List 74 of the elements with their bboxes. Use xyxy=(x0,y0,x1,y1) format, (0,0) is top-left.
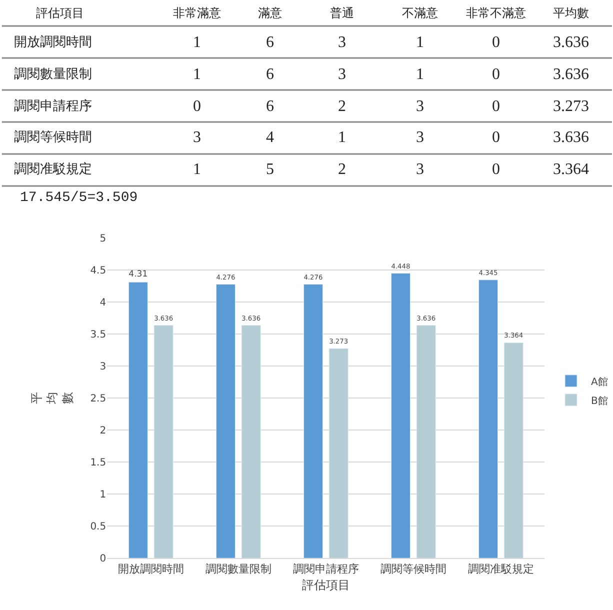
data-label: 2 xyxy=(338,98,346,115)
legend-label: A館 xyxy=(591,376,608,388)
x-axis-title: 評估項目 xyxy=(302,578,350,592)
y-tick-label: 5 xyxy=(100,233,106,244)
legend-label: B館 xyxy=(591,396,608,407)
data-label: 3.364 xyxy=(553,161,589,178)
data-label: 1 xyxy=(416,66,424,83)
data-label: 3.636 xyxy=(553,66,589,83)
y-tick-label: 4.5 xyxy=(90,265,106,276)
data-label: 6 xyxy=(266,98,274,115)
x-tick-label: 不滿意 xyxy=(402,6,438,20)
x-tick-label: 調閱等候時間 xyxy=(380,562,446,576)
bar xyxy=(328,348,348,558)
data-label: 0 xyxy=(492,34,500,51)
data-label: 1 xyxy=(193,34,201,51)
y-tick-label: 0 xyxy=(100,554,106,565)
data-label: 1 xyxy=(338,129,346,146)
data-label: 4.31 xyxy=(128,270,148,280)
bar xyxy=(154,325,174,558)
x-tick-label: 調閱申請程序 xyxy=(292,562,359,576)
x-tick-label: 調閱數量限制 xyxy=(205,562,272,576)
data-label: 3 xyxy=(416,129,424,146)
data-label: 0 xyxy=(492,66,500,83)
y-tick-label: 4 xyxy=(100,297,106,308)
data-label: 1 xyxy=(193,66,201,83)
y-axis-title: 平均數 xyxy=(29,392,74,406)
y-tick-label: 調閱准駁規定 xyxy=(14,162,92,177)
data-label: 2 xyxy=(338,161,346,178)
data-label: 3 xyxy=(338,34,346,51)
x-tick-label: 調閱准駁規定 xyxy=(468,562,534,576)
y-axis-title: 評估項目 xyxy=(36,6,84,20)
data-label: 3.636 xyxy=(553,34,589,51)
y-tick-label: 1.5 xyxy=(90,458,106,469)
x-tick-label: 普通 xyxy=(330,6,354,20)
bar xyxy=(303,284,323,558)
y-tick-label: 開放調閱時間 xyxy=(14,35,92,50)
data-label: 5 xyxy=(266,161,274,178)
y-tick-label: 2 xyxy=(100,426,106,437)
bar xyxy=(504,342,524,558)
x-tick-label: 平均數 xyxy=(553,6,589,20)
data-label: 3 xyxy=(193,129,201,146)
bar xyxy=(478,280,498,558)
bar xyxy=(216,284,236,558)
data-label: 6 xyxy=(266,34,274,51)
data-label: 0 xyxy=(193,98,201,115)
text: 17.545/5=3.509 xyxy=(20,190,138,206)
bar xyxy=(128,282,148,558)
x-tick-label: 非常不滿意 xyxy=(466,6,526,20)
data-label: 0 xyxy=(492,161,500,178)
bar xyxy=(241,325,261,558)
x-tick-label: 開放調閱時間 xyxy=(118,562,184,576)
data-label: 3.636 xyxy=(553,129,589,146)
data-label: 0 xyxy=(492,129,500,146)
bar xyxy=(416,325,436,558)
x-tick-label: 非常滿意 xyxy=(173,6,221,20)
data-label: 4 xyxy=(266,129,274,146)
y-tick-label: 1 xyxy=(100,490,106,501)
data-label: 3 xyxy=(338,66,346,83)
data-label: 0 xyxy=(492,98,500,115)
data-label: 3 xyxy=(416,161,424,178)
data-label: 6 xyxy=(266,66,274,83)
data-label: 3 xyxy=(416,98,424,115)
y-tick-label: 3 xyxy=(100,362,106,372)
data-label: 1 xyxy=(416,34,424,51)
y-tick-label: 3.5 xyxy=(90,329,106,340)
bar xyxy=(390,273,410,558)
y-tick-label: 調閱等候時間 xyxy=(14,130,92,145)
y-tick-label: 調閱數量限制 xyxy=(14,67,92,82)
y-tick-label: 0.5 xyxy=(90,522,106,533)
y-tick-label: 2.5 xyxy=(90,394,106,405)
y-tick-label: 調閱申請程序 xyxy=(14,98,92,114)
data-label: 1 xyxy=(193,161,201,178)
data-label: 3.273 xyxy=(553,98,589,115)
x-tick-label: 滿意 xyxy=(258,6,282,20)
